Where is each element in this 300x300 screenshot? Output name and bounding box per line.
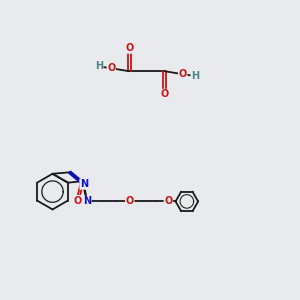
Text: N: N	[80, 179, 88, 189]
Text: H: H	[95, 61, 103, 71]
Text: O: O	[178, 69, 187, 79]
Text: O: O	[125, 43, 133, 53]
Text: O: O	[74, 196, 82, 206]
Text: O: O	[126, 196, 134, 206]
Text: O: O	[161, 89, 169, 99]
Text: O: O	[107, 63, 116, 73]
Text: O: O	[164, 196, 172, 206]
Text: N: N	[83, 196, 91, 206]
Text: H: H	[191, 71, 199, 81]
